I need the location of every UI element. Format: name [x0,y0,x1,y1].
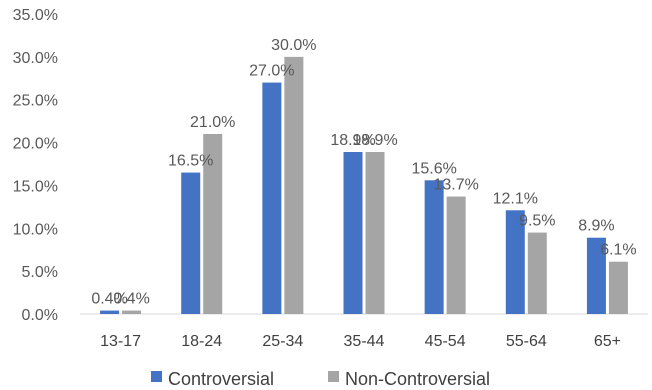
data-label: 21.0% [190,114,235,131]
data-label: 8.9% [578,218,614,235]
legend: Controversial Non-Controversial [151,369,490,389]
x-tick-label: 35-44 [344,333,385,350]
x-tick-label: 25-34 [262,333,303,350]
y-tick-label: 25.0% [13,93,58,110]
x-tick-label: 55-64 [506,333,547,350]
data-label: 27.0% [249,63,294,80]
data-label: 0.4% [113,291,149,308]
bar-non-controversial [608,261,628,314]
bar-controversial [262,82,282,314]
bar-non-controversial [527,232,547,314]
bars [100,56,628,314]
legend-label-non-controversial: Non-Controversial [345,369,490,389]
data-label: 18.9% [330,132,375,149]
data-label: 15.6% [411,160,456,177]
y-tick-label: 15.0% [13,178,58,195]
data-labels: 0.4%0.4% 16.5% 21.0% 27.0% 30.0% 18.9%18.9% 15… [91,37,636,308]
x-tick-label: 18-24 [181,333,222,350]
x-tick-label: 13-17 [100,333,141,350]
legend-label-controversial: Controversial [168,369,274,389]
data-label: 13.7% [433,177,478,194]
legend-swatch-non-controversial [328,371,339,382]
bar-controversial [505,210,525,314]
y-tick-label: 20.0% [13,136,58,153]
data-label: 9.5% [519,213,555,230]
bar-controversial [586,237,606,314]
data-label: 6.1% [600,242,636,259]
bar-controversial [181,172,201,314]
data-label: 12.1% [493,190,538,207]
y-tick-label: 30.0% [13,50,58,67]
bar-non-controversial [122,310,142,314]
bar-non-controversial [284,56,304,314]
x-tick-label: 65+ [594,333,621,350]
data-label: 16.5% [168,153,213,170]
data-label: 18.9% [352,132,397,149]
x-axis: 13-17 18-24 25-34 35-44 45-54 55-64 65+ [100,333,621,350]
bar-controversial [424,180,444,314]
y-tick-label: 35.0% [13,7,58,24]
x-tick-label: 45-54 [425,333,466,350]
y-tick-label: 0.0% [22,307,58,324]
y-axis: 0.0% 5.0% 10.0% 15.0% 20.0% 25.0% 30.0% 35.0% [13,7,58,324]
y-tick-label: 10.0% [13,221,58,238]
bar-controversial [100,310,120,314]
bar-non-controversial [365,152,385,314]
bar-non-controversial [446,196,466,314]
legend-swatch-controversial [151,371,162,382]
bar-non-controversial [203,134,223,314]
data-label: 30.0% [271,37,316,54]
bar-controversial [343,152,363,314]
data-label: 0.4% [91,291,127,308]
y-tick-label: 5.0% [22,264,58,281]
